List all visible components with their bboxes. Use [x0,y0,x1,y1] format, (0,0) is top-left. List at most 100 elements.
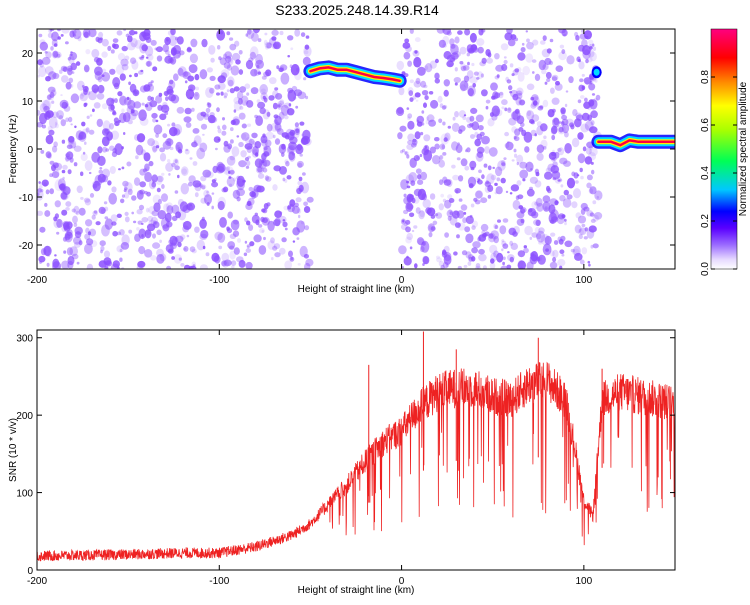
noise-speck [401,266,405,269]
noise-speck [583,101,591,110]
noise-speck [188,64,198,74]
noise-speck [38,181,41,184]
noise-speck [166,38,169,42]
noise-speck [37,188,42,193]
noise-speck [141,217,149,223]
noise-speck [217,128,222,134]
noise-speck [255,59,264,69]
noise-speck [594,212,603,220]
noise-speck [535,233,542,240]
noise-speck [128,81,132,86]
noise-speck [271,36,277,41]
noise-speck [592,214,599,222]
noise-speck [38,255,46,263]
noise-speck [481,174,485,180]
noise-speck [110,214,118,223]
noise-speck [106,97,115,107]
noise-speck [470,107,478,114]
noise-speck [222,53,228,60]
noise-speck [244,157,250,162]
noise-speck [416,115,425,124]
noise-speck [306,196,314,203]
noise-speck [116,30,123,36]
noise-speck [131,60,139,70]
noise-speck [460,204,468,211]
noise-speck [250,141,257,147]
noise-speck [516,154,524,164]
noise-speck [50,46,54,51]
noise-speck [174,165,180,171]
noise-speck [192,127,200,134]
colorbar-gradient [710,28,738,270]
noise-speck [101,72,111,82]
noise-speck [204,194,212,205]
noise-speck [274,252,281,258]
noise-speck [222,117,225,121]
noise-speck [475,263,481,269]
noise-speck [240,133,247,140]
y-tick-label: 0 [27,145,33,156]
noise-speck [414,50,418,54]
noise-speck [253,187,256,192]
noise-speck [405,219,411,225]
noise-speck [223,62,231,69]
noise-speck [66,144,73,150]
noise-speck [523,247,529,254]
noise-speck [565,90,569,93]
noise-speck [274,123,282,132]
noise-speck [38,185,43,190]
noise-speck [189,86,194,91]
noise-speck [477,71,484,80]
noise-speck [290,47,294,50]
noise-speck [231,260,237,266]
noise-speck [470,167,475,171]
noise-speck [536,152,544,161]
noise-speck [511,73,515,77]
noise-speck [548,151,557,160]
noise-speck [200,229,209,239]
noise-speck [38,65,47,78]
noise-speck [178,50,185,56]
noise-speck [203,113,210,120]
noise-speck [458,198,463,202]
noise-speck [456,157,461,161]
noise-speck [406,198,410,203]
noise-speck [161,172,165,176]
noise-speck [536,202,544,212]
noise-speck [45,134,54,145]
noise-speck [283,115,289,120]
noise-speck [541,69,547,75]
noise-speck [257,173,265,179]
noise-speck [152,145,158,153]
noise-speck [495,109,503,117]
noise-speck [299,121,305,126]
noise-speck [89,240,98,248]
noise-speck [304,262,311,269]
noise-speck [487,165,492,171]
noise-speck [232,52,241,61]
noise-speck [454,82,458,86]
noise-speck [144,104,149,108]
noise-speck [495,166,503,177]
noise-speck [223,144,231,153]
noise-speck [296,160,304,168]
noise-speck [153,124,163,135]
noise-speck [104,216,109,220]
noise-speck [407,133,415,142]
noise-speck [205,87,214,98]
noise-speck [537,254,546,265]
noise-speck [199,142,208,153]
noise-speck [466,147,471,153]
y-tick-label: 20 [22,49,34,60]
noise-speck [54,213,60,219]
noise-speck [229,250,236,260]
noise-speck [502,243,509,249]
noise-speck [164,212,172,223]
noise-speck [162,140,172,150]
noise-speck [429,146,436,154]
noise-speck [264,175,269,181]
noise-speck [145,45,154,57]
noise-speck [193,135,202,147]
noise-speck [305,258,314,267]
noise-speck [182,220,192,230]
